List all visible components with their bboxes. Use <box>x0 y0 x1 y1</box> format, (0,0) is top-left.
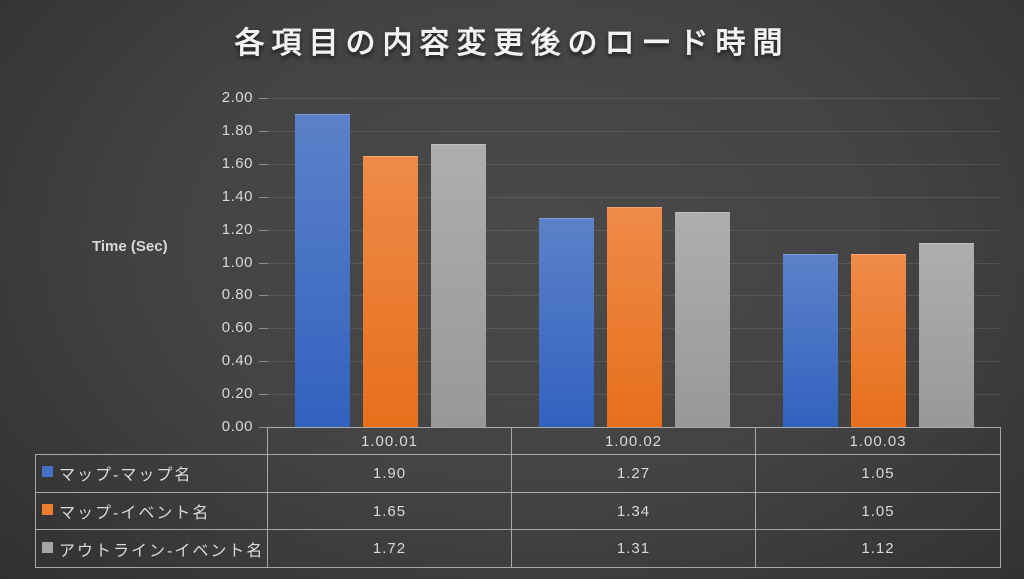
value-cell: 1.34 <box>512 492 756 531</box>
bar <box>294 114 350 427</box>
legend-label: マップ-マップ名 <box>59 467 193 485</box>
y-tick-label: 0.60 <box>221 319 253 337</box>
value-cell: 1.31 <box>512 530 756 568</box>
legend-swatch <box>42 466 53 478</box>
column-header-cell: 1.00.02 <box>512 427 756 455</box>
y-tick-mark <box>259 229 268 231</box>
gridline <box>268 196 1001 198</box>
column-header-cell: 1.00.01 <box>268 427 512 455</box>
y-tick-label: 0.40 <box>221 352 253 370</box>
value-cell: 1.27 <box>512 455 756 493</box>
bar <box>783 254 839 427</box>
value-cell: 1.90 <box>268 455 512 493</box>
data-table: 1.00.01 1.00.02 1.00.03 マップ-マップ名 1.90 1.27 1.0… <box>35 427 1001 568</box>
bar <box>851 254 907 427</box>
value-cell: 1.05 <box>756 492 1001 531</box>
y-tick-mark <box>259 98 268 99</box>
y-tick-label: 1.80 <box>221 121 253 139</box>
legend-cell: マップ-マップ名 <box>35 455 268 493</box>
value-cell: 1.72 <box>268 530 512 568</box>
gridline <box>268 163 1001 165</box>
y-tick-label: 1.40 <box>221 187 253 205</box>
y-tick-mark <box>259 427 268 428</box>
chart-title: 各項目の内容変更後のロード時間 <box>234 27 790 60</box>
y-tick-label: 0.00 <box>221 418 253 435</box>
legend-cell: アウトライン-イベント名 <box>35 530 268 568</box>
y-tick-mark <box>259 361 268 363</box>
legend-cell: マップ-イベント名 <box>35 492 268 531</box>
column-header-cell: 1.00.03 <box>756 427 1001 455</box>
y-tick-label: 1.00 <box>221 253 253 271</box>
y-tick-mark <box>259 328 268 330</box>
value-cell: 1.65 <box>268 492 512 531</box>
y-axis-title: Time (Sec) <box>92 238 168 255</box>
plot-area <box>268 98 1001 427</box>
y-tick-mark <box>259 262 268 264</box>
y-tick-label: 0.80 <box>221 286 253 304</box>
y-tick-label: 0.20 <box>221 385 253 403</box>
value-cell: 1.05 <box>756 455 1001 493</box>
gridline <box>268 130 1001 132</box>
legend-swatch <box>42 541 53 553</box>
legend-label: マップ-イベント名 <box>59 505 211 523</box>
y-tick-mark <box>259 196 268 198</box>
bar <box>539 218 594 427</box>
legend-swatch <box>42 504 53 516</box>
y-tick-label: 1.20 <box>221 220 253 238</box>
bar <box>919 242 975 427</box>
bar <box>362 155 418 427</box>
y-tick-mark <box>259 295 268 297</box>
table-corner-cell <box>35 427 268 455</box>
bar <box>675 211 730 427</box>
gridline <box>268 98 1001 99</box>
bar <box>430 144 486 427</box>
y-tick-label: 2.00 <box>221 89 253 106</box>
y-tick-mark <box>259 130 268 132</box>
bar <box>607 206 662 427</box>
y-tick-mark <box>259 163 268 165</box>
legend-label: アウトライン-イベント名 <box>59 542 265 560</box>
y-tick-mark <box>259 394 268 396</box>
value-cell: 1.12 <box>756 530 1001 568</box>
y-tick-label: 1.60 <box>221 154 253 172</box>
